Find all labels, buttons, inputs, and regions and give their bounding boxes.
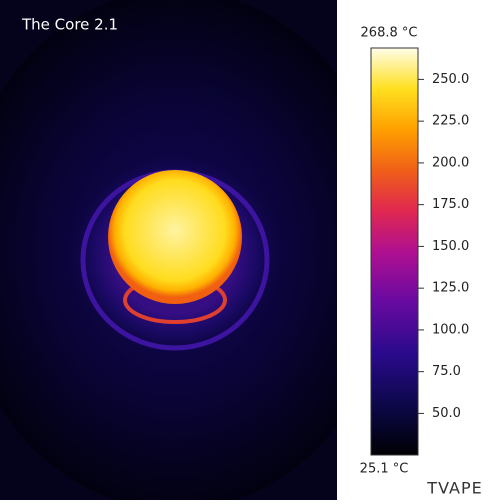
scale-tick-label: 75.0: [432, 364, 461, 379]
scale-tick-label: 225.0: [432, 114, 469, 129]
title: The Core 2.1: [21, 16, 118, 34]
scale-max-label: 268.8 °C: [361, 26, 418, 41]
scale-tick-label: 150.0: [432, 239, 469, 254]
watermark: TVAPE: [426, 479, 482, 498]
scale-tick-label: 200.0: [432, 155, 469, 170]
scale-tick-label: 100.0: [432, 322, 469, 337]
hot-core: [108, 170, 242, 304]
scale-tick-label: 125.0: [432, 281, 469, 296]
scale-min-label: 25.1 °C: [360, 462, 409, 477]
scale-tick-label: 175.0: [432, 197, 469, 212]
scale-tick-label: 50.0: [432, 406, 461, 421]
scale-tick-label: 250.0: [432, 72, 469, 87]
color-scale: [370, 47, 419, 456]
